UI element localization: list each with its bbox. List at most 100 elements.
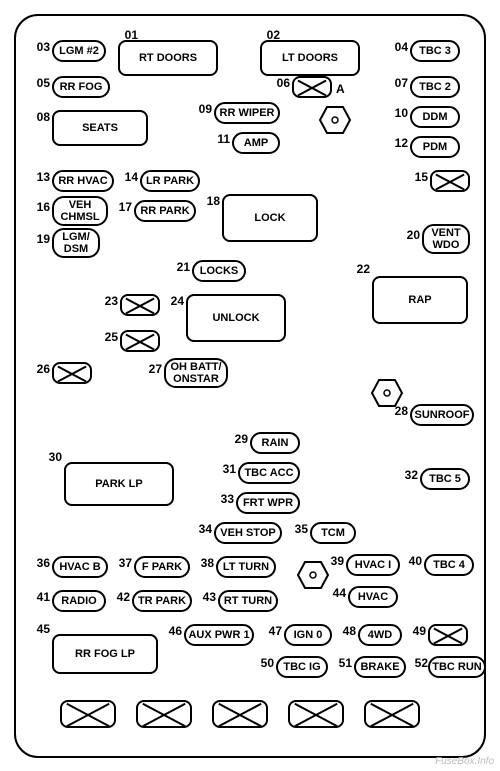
fuse: VEH STOP (214, 522, 282, 544)
fuse-label: 4WD (368, 629, 392, 641)
fuse-label: SEATS (82, 122, 118, 134)
fuse-number: 27 (142, 362, 162, 376)
fuse-number: 19 (30, 232, 50, 246)
fuse-number: 46 (162, 624, 182, 638)
fuse: RR WIPER (214, 102, 280, 124)
fuse-number: 31 (216, 462, 236, 476)
fuse-label: RT TURN (224, 595, 272, 607)
fuse-label: HVAC B (59, 561, 100, 573)
fuse: SEATS (52, 110, 148, 146)
fuse: RT DOORS (118, 40, 218, 76)
fuse-label: AUX PWR 1 (188, 629, 249, 641)
fuse-label: RAP (408, 294, 431, 306)
watermark: FuseBox.Info (435, 756, 494, 767)
fuse: RADIO (52, 590, 106, 612)
fuse-number: 29 (228, 432, 248, 446)
fuse: RAIN (250, 432, 300, 454)
fuse: LGM/ DSM (52, 228, 100, 258)
fuse: HVAC I (346, 554, 400, 576)
fuse-number: 12 (388, 136, 408, 150)
empty-slot (428, 624, 468, 646)
fuse-label: RAIN (262, 437, 289, 449)
fuse-label: TCM (321, 527, 345, 539)
fuse-number: 47 (262, 624, 282, 638)
fuse: UNLOCK (186, 294, 286, 342)
fuse-number: 22 (350, 262, 370, 276)
fuse: LOCKS (192, 260, 246, 282)
fuse-label: LOCK (254, 212, 285, 224)
fuse: LT DOORS (260, 40, 360, 76)
fuse: TBC 2 (410, 76, 460, 98)
fuse-label: LT TURN (223, 561, 269, 573)
fuse: RAP (372, 276, 468, 324)
fuse-number: 03 (30, 40, 50, 54)
fuse-number: 20 (400, 228, 420, 242)
fuse-number: 16 (30, 200, 50, 214)
fuse-label: LGM/ DSM (56, 231, 96, 255)
fuse-label: FRT WPR (243, 497, 293, 509)
fuse-number: 10 (388, 106, 408, 120)
fuse-number: 17 (112, 200, 132, 214)
fuse-label: RADIO (61, 595, 96, 607)
fuse: TBC IG (276, 656, 328, 678)
fuse-number: 51 (332, 656, 352, 670)
empty-slot (136, 700, 192, 728)
fuse-label: BRAKE (360, 661, 399, 673)
empty-slot (120, 330, 160, 352)
fuse: LR PARK (140, 170, 200, 192)
fuse-number: 24 (164, 294, 184, 308)
fuse-number: 40 (402, 554, 422, 568)
fuse-label: UNLOCK (212, 312, 259, 324)
fuse-label: DDM (422, 111, 447, 123)
fuse-label: HVAC I (355, 559, 391, 571)
fuse-label: VENT WDO (426, 227, 466, 251)
fuse-number: 25 (98, 330, 118, 344)
fuse-label: LOCKS (200, 265, 239, 277)
fuse: FRT WPR (236, 492, 300, 514)
empty-slot (364, 700, 420, 728)
fuse-label: RR WIPER (220, 107, 275, 119)
fuse-number: 32 (398, 468, 418, 482)
fuse-label: AMP (244, 137, 268, 149)
empty-slot (60, 700, 116, 728)
hex-bolt-icon (296, 560, 330, 590)
fuse-label: LGM #2 (59, 45, 99, 57)
fuse: TR PARK (132, 590, 192, 612)
empty-slot (288, 700, 344, 728)
fuse-number: 43 (196, 590, 216, 604)
fuse-number: 11 (210, 132, 230, 146)
empty-slot (52, 362, 92, 384)
fuse: HVAC (348, 586, 398, 608)
fuse: 4WD (358, 624, 402, 646)
fuse: AUX PWR 1 (184, 624, 254, 646)
fuse-number: 09 (192, 102, 212, 116)
empty-slot (292, 76, 332, 98)
fuse-number: 34 (192, 522, 212, 536)
fuse-number: 13 (30, 170, 50, 184)
fuse-number: 04 (388, 40, 408, 54)
fuse-label: TBC ACC (244, 467, 293, 479)
fuse-number: 35 (288, 522, 308, 536)
fuse-label: TBC 5 (429, 473, 461, 485)
fuse-label: TBC 4 (433, 559, 465, 571)
fuse: HVAC B (52, 556, 108, 578)
fuse: RR PARK (134, 200, 196, 222)
diagram-label: A (336, 82, 345, 96)
fuse-number: 30 (42, 450, 62, 464)
fuse-label: TBC 3 (419, 45, 451, 57)
fuse: TBC RUN (428, 656, 486, 678)
fuse-label: RR PARK (140, 205, 189, 217)
fuse: TCM (310, 522, 356, 544)
fuse-label: LT DOORS (282, 52, 338, 64)
fuse-label: RR FOG LP (75, 648, 135, 660)
fuse-number: 23 (98, 294, 118, 308)
fuse-label: LR PARK (146, 175, 194, 187)
fuse: TBC 4 (424, 554, 474, 576)
fuse-label: PARK LP (95, 478, 142, 490)
fuse-label: SUNROOF (415, 409, 470, 421)
fuse-number: 05 (30, 76, 50, 90)
fuse-label: VEH STOP (220, 527, 275, 539)
fuse: IGN 0 (284, 624, 332, 646)
fuse-label: F PARK (142, 561, 182, 573)
fuse: AMP (232, 132, 280, 154)
